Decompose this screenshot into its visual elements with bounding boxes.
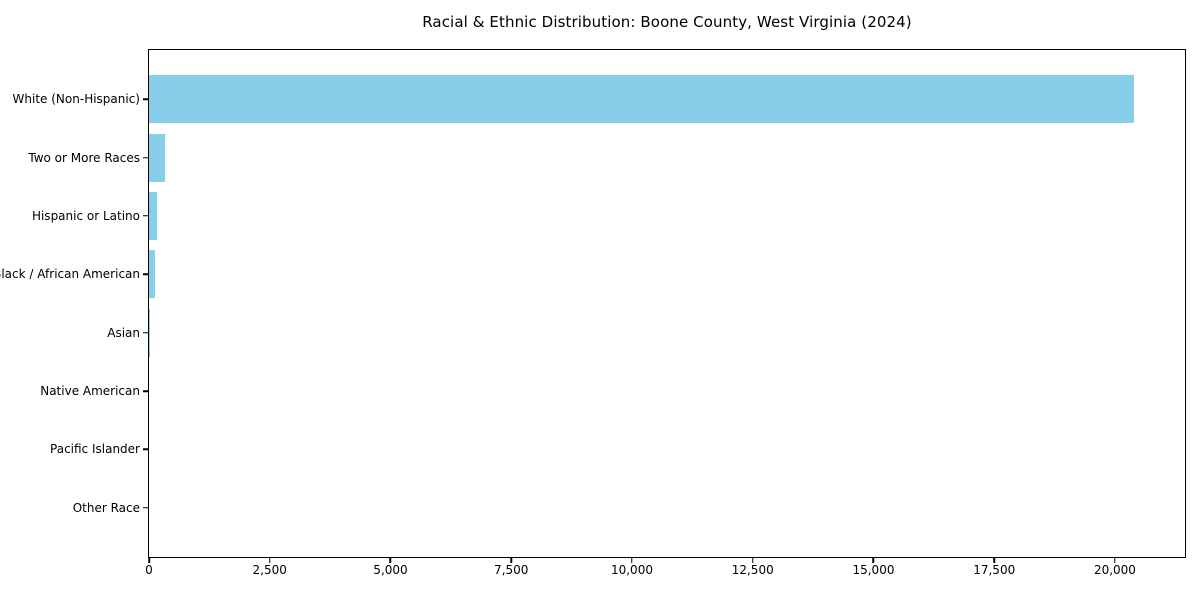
x-tick-label: 12,500 xyxy=(731,563,774,577)
bar xyxy=(149,133,166,182)
y-tick-mark xyxy=(143,331,148,334)
x-tick-mark xyxy=(389,558,392,563)
x-tick-mark xyxy=(872,558,875,563)
y-tick-mark xyxy=(143,507,148,509)
bar-row: Native American xyxy=(40,362,1185,420)
y-tick-mark xyxy=(143,156,148,159)
y-tick-mark xyxy=(143,98,148,100)
chart-title: Racial & Ethnic Distribution: Boone Coun… xyxy=(422,13,912,31)
y-axis-label: Other Race xyxy=(72,500,140,515)
x-tick-label: 20,000 xyxy=(1093,563,1136,577)
bar-row: Other Race xyxy=(73,479,1185,537)
x-tick-mark xyxy=(510,558,512,563)
x-tick-mark xyxy=(1114,558,1116,563)
x-tick-label: 0 xyxy=(145,563,153,577)
y-axis-label: Black / African American xyxy=(0,267,140,282)
y-tick-mark xyxy=(143,448,148,451)
y-axis-label: Pacific Islander xyxy=(50,442,140,457)
x-tick-label: 5,000 xyxy=(373,563,408,577)
y-axis-label: Hispanic or Latino xyxy=(31,208,140,223)
y-axis-label: Two or More Races xyxy=(28,150,140,165)
bar xyxy=(149,75,1135,124)
x-tick-mark xyxy=(751,558,754,563)
x-tick-mark xyxy=(993,558,995,563)
plot-area: White (Non-Hispanic) Two or More Races His… xyxy=(0,49,1186,576)
x-tick-label: 15,000 xyxy=(852,563,895,577)
y-tick-mark xyxy=(143,390,148,392)
x-tick-mark xyxy=(631,558,633,563)
y-axis-label: Native American xyxy=(40,384,140,399)
x-tick-label: 17,500 xyxy=(973,563,1016,577)
y-tick-mark xyxy=(143,215,148,217)
x-tick-mark xyxy=(268,558,271,563)
x-tick-label: 7,500 xyxy=(494,563,529,577)
bar-row: Asian xyxy=(107,304,1185,362)
x-tick-label: 2,500 xyxy=(252,563,287,577)
bars-container: White (Non-Hispanic) Two or More Races His… xyxy=(0,50,1185,557)
bar-row: Two or More Races xyxy=(28,128,1185,186)
x-tick-mark xyxy=(148,558,150,563)
bar xyxy=(149,308,151,357)
y-tick-mark xyxy=(143,273,148,276)
x-tick-label: 10,000 xyxy=(610,563,653,577)
bar-row: Hispanic or Latino xyxy=(32,187,1185,245)
bar-row: Pacific Islander xyxy=(50,420,1185,478)
y-axis-label: White (Non-Hispanic) xyxy=(12,92,140,107)
y-axis-label: Asian xyxy=(107,325,140,340)
bar xyxy=(149,250,155,299)
bar-row: Black / African American xyxy=(0,245,1185,303)
bar xyxy=(149,191,158,240)
bar-row: White (Non-Hispanic) xyxy=(13,70,1185,128)
